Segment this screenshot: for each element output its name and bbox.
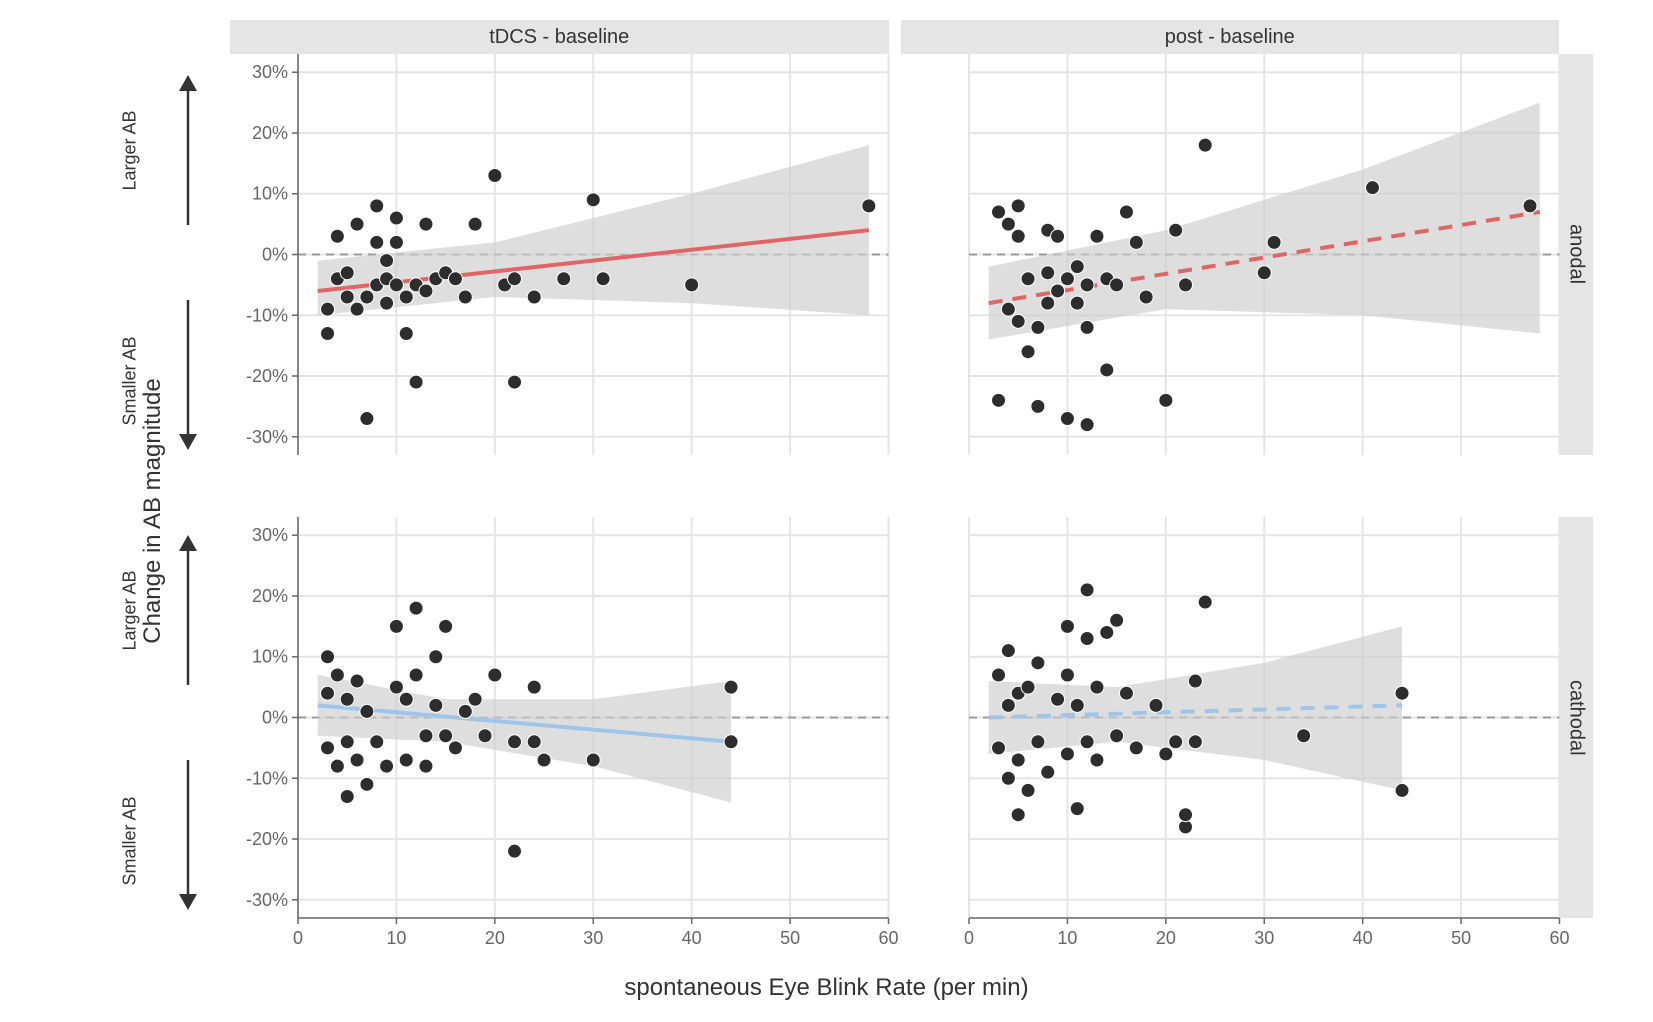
svg-text:30%: 30% [252,62,288,82]
svg-text:30: 30 [583,928,603,948]
arrow-down-icon [175,300,201,450]
svg-text:10: 10 [386,928,406,948]
smaller-ab-label: Smaller AB [120,316,141,426]
row-strip-0: anodal [1559,54,1593,455]
svg-text:10%: 10% [252,647,288,667]
svg-text:-10%: -10% [246,768,288,788]
svg-text:60: 60 [1549,928,1569,948]
svg-text:0%: 0% [262,245,288,265]
svg-text:-20%: -20% [246,829,288,849]
panel-1-1: 0102030405060 [901,517,1560,952]
larger-ab-label: Larger AB [120,551,141,651]
svg-text:20%: 20% [252,586,288,606]
svg-text:0: 0 [963,928,973,948]
svg-text:50: 50 [1451,928,1471,948]
panel-0-1 [901,54,1560,489]
arrow-down-icon [175,760,201,910]
panel-0-0: -30% -20% -10% 0% 10% 20% 30% [230,54,889,489]
arrow-up-icon [175,75,201,225]
svg-text:50: 50 [780,928,800,948]
figure-root: Change in AB magnitude spontaneous Eye B… [20,20,1633,1002]
y-annotation-row-1: Larger AB Smaller AB [100,510,220,940]
svg-text:20: 20 [485,928,505,948]
row-strip-1: cathodal [1559,517,1593,918]
larger-ab-label: Larger AB [120,91,141,191]
svg-text:10: 10 [1057,928,1077,948]
svg-text:20: 20 [1155,928,1175,948]
col-strip-0: tDCS - baseline [230,20,889,54]
svg-text:30: 30 [1254,928,1274,948]
y-annotation-row-0: Larger AB Smaller AB [100,50,220,480]
svg-text:40: 40 [682,928,702,948]
panel-1-0: -30%-20%-10%0%10%20%30%0102030405060 [230,517,889,952]
svg-text:-20%: -20% [246,366,288,386]
svg-text:30%: 30% [252,525,288,545]
svg-text:-30%: -30% [246,890,288,910]
svg-text:40: 40 [1352,928,1372,948]
svg-text:60: 60 [878,928,898,948]
x-axis-title: spontaneous Eye Blink Rate (per min) [624,974,1028,1002]
svg-text:0: 0 [293,928,303,948]
svg-text:20%: 20% [252,123,288,143]
arrow-up-icon [175,535,201,685]
col-strip-1: post - baseline [901,20,1560,54]
svg-text:-10%: -10% [246,305,288,325]
facet-grid: tDCS - baseline post - baseline -30% -20% -1… [230,20,1593,952]
smaller-ab-label: Smaller AB [120,776,141,886]
svg-text:-30%: -30% [246,427,288,447]
svg-text:0%: 0% [262,708,288,728]
svg-text:10%: 10% [252,184,288,204]
